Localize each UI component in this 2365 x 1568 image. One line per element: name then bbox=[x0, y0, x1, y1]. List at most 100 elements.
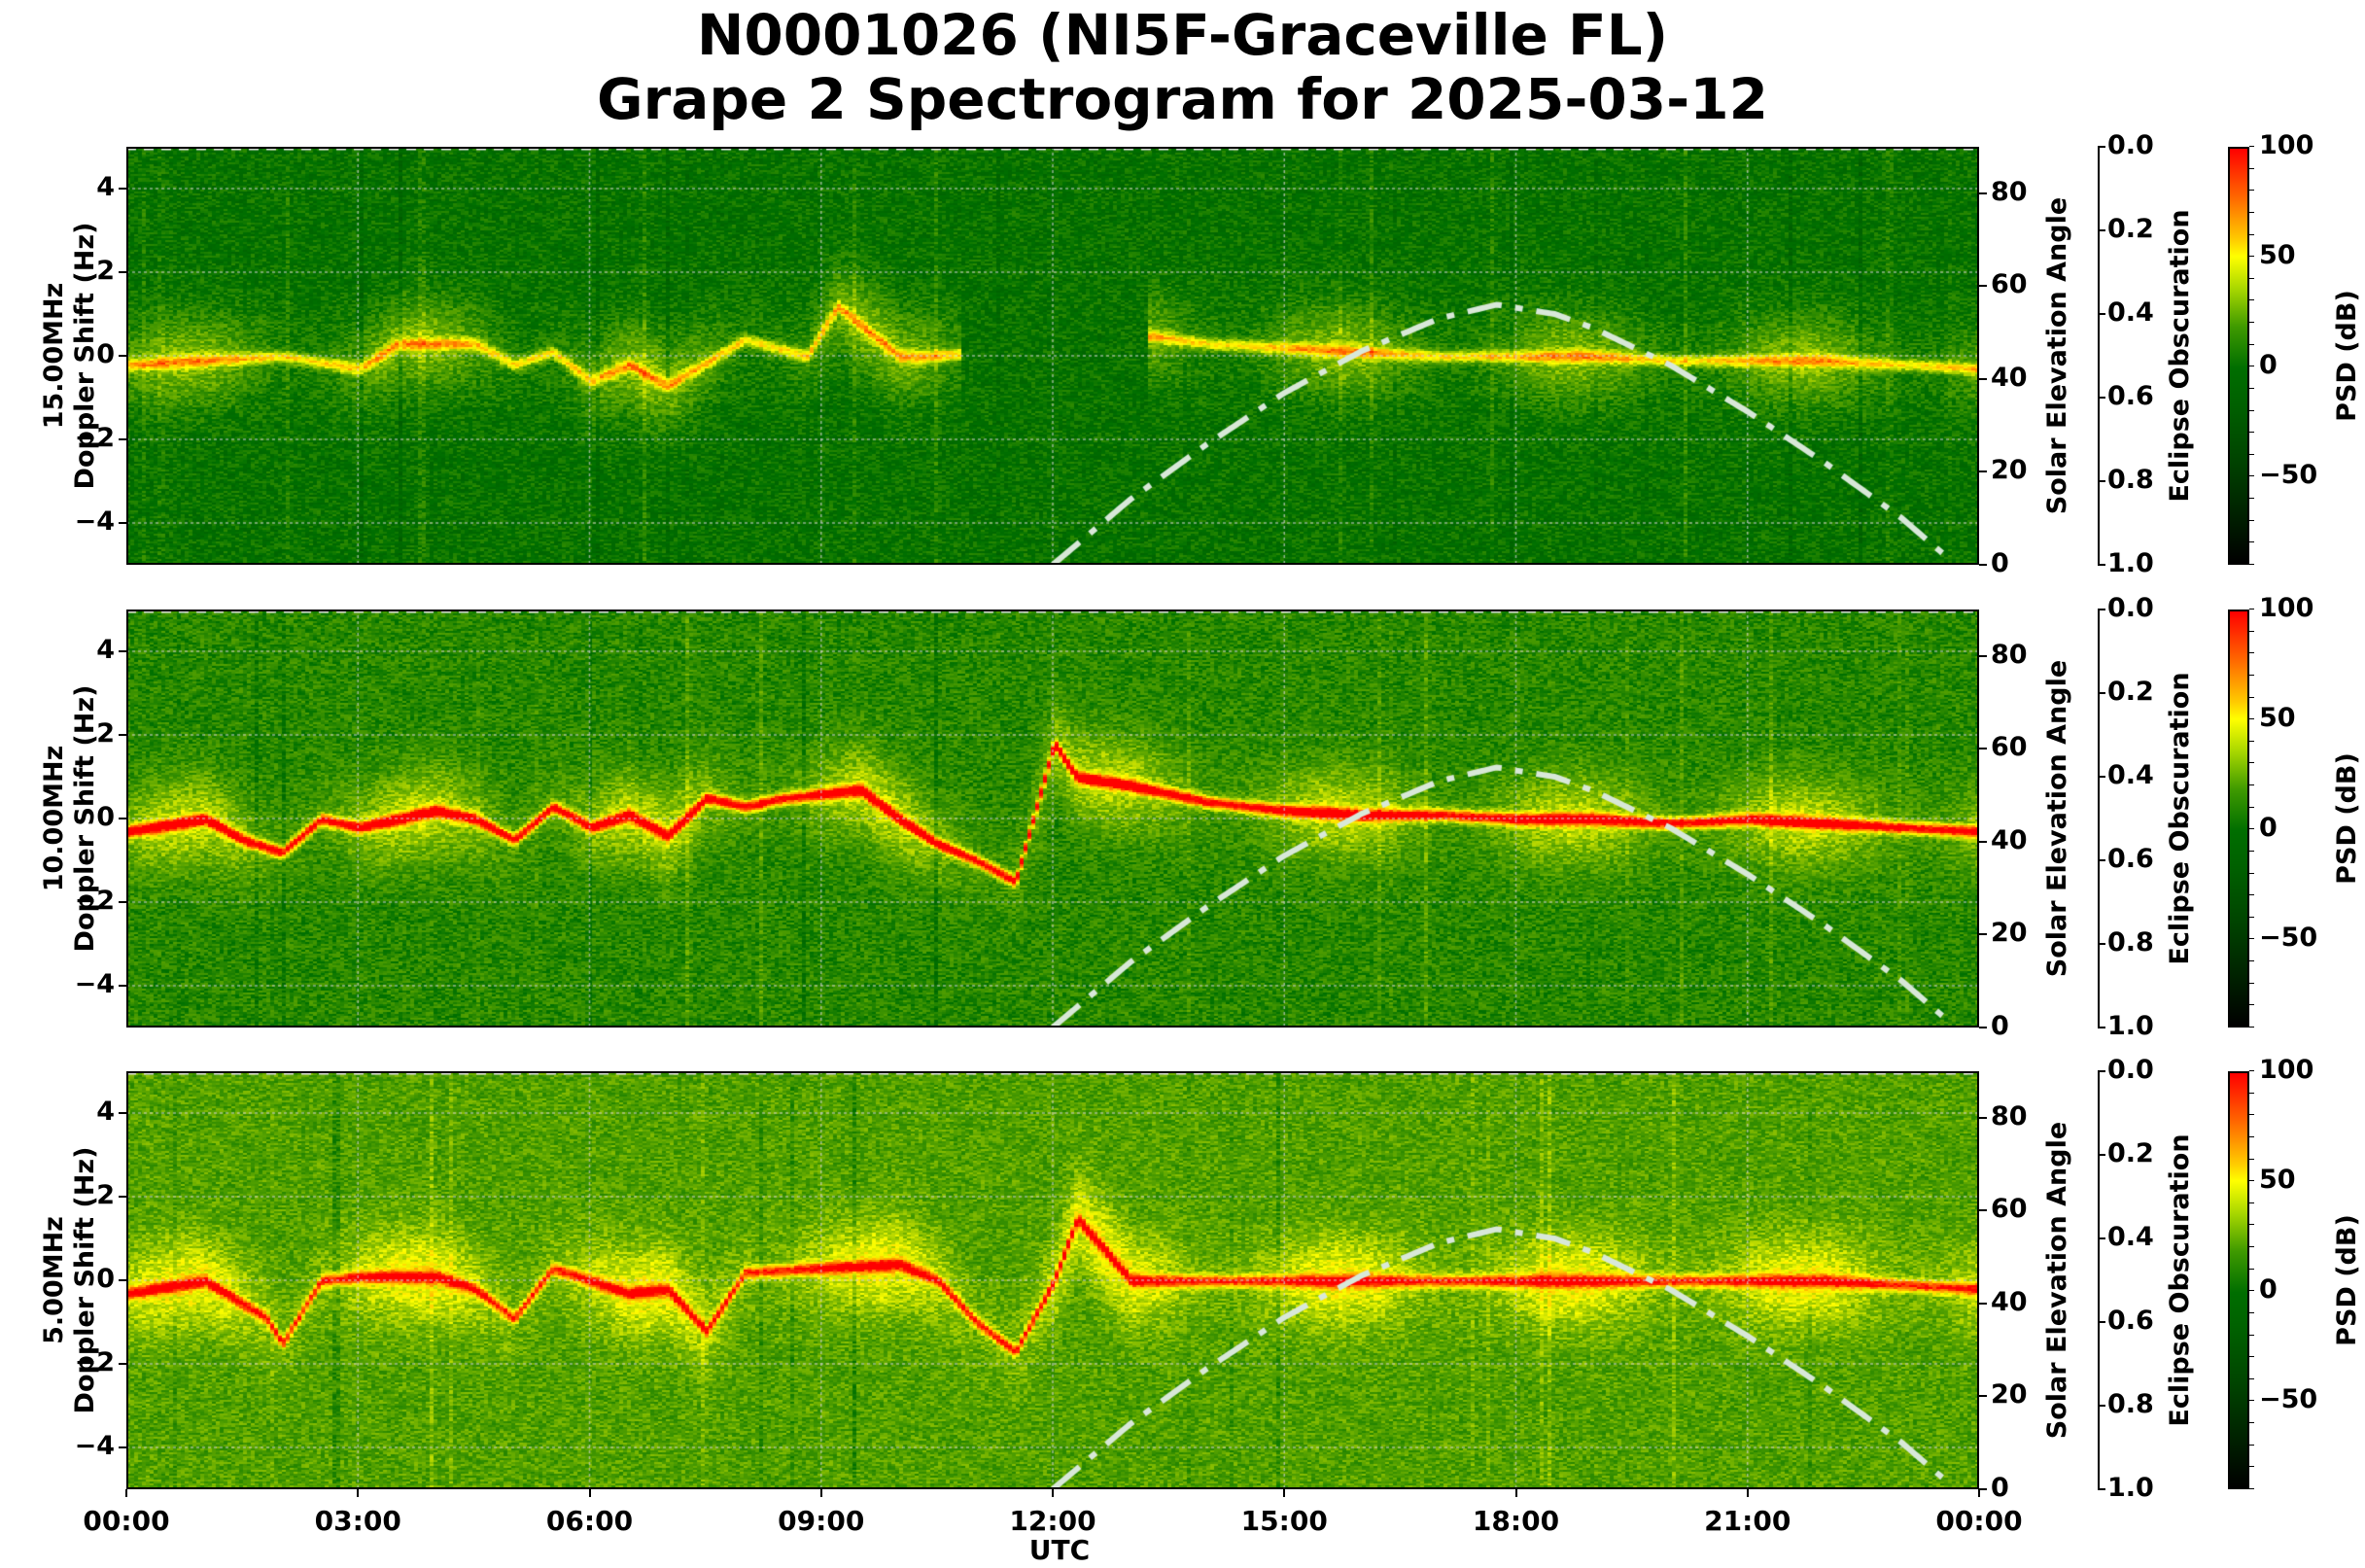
colorbar-minor-tick bbox=[2249, 387, 2254, 389]
tick-mark bbox=[1979, 192, 1987, 194]
y-axis-label-doppler: 10.00MHz Doppler Shift (Hz) bbox=[39, 653, 101, 984]
colorbar-minor-tick bbox=[2249, 190, 2254, 192]
y-tick-eclipse-obscuration: 0.6 bbox=[2107, 844, 2154, 874]
y-tick-eclipse-obscuration: 0.0 bbox=[2107, 593, 2154, 623]
tick-mark bbox=[1979, 1488, 1987, 1490]
tick-mark bbox=[2098, 480, 2105, 482]
colorbar-minor-tick bbox=[2249, 453, 2254, 455]
tick-mark bbox=[2098, 1070, 2105, 1072]
colorbar-minor-tick bbox=[2249, 1290, 2254, 1292]
y-tick-solar-elevation: 80 bbox=[1991, 176, 2028, 207]
colorbar-minor-tick bbox=[2249, 498, 2254, 500]
colorbar-minor-tick bbox=[2249, 1377, 2254, 1379]
x-tick-utc: 18:00 bbox=[1472, 1505, 1560, 1537]
tick-mark bbox=[1979, 933, 1987, 936]
tick-mark bbox=[119, 818, 126, 819]
colorbar-minor-tick bbox=[2249, 1356, 2254, 1358]
tick-mark bbox=[2098, 564, 2105, 566]
y-tick-solar-elevation: 0 bbox=[1991, 1473, 2009, 1503]
colorbar-minor-tick bbox=[2249, 1202, 2254, 1203]
colorbar-minor-tick bbox=[2249, 872, 2254, 874]
colorbar-minor-tick bbox=[2249, 1070, 2254, 1071]
tick-mark bbox=[1979, 1116, 1987, 1119]
y-tick-eclipse-obscuration: 0.8 bbox=[2107, 1389, 2154, 1419]
colorbar-minor-tick bbox=[2249, 960, 2254, 962]
colorbar-minor-tick bbox=[2249, 1180, 2254, 1182]
y-tick-eclipse-obscuration: 0.8 bbox=[2107, 465, 2154, 495]
x-tick-utc: 06:00 bbox=[545, 1505, 634, 1537]
y-tick-solar-elevation: 40 bbox=[1991, 824, 2028, 855]
x-tick-utc: 00:00 bbox=[83, 1505, 170, 1537]
y-tick-doppler: −4 bbox=[74, 1431, 115, 1461]
y-tick-eclipse-obscuration: 1.0 bbox=[2107, 1473, 2154, 1503]
colorbar-minor-tick bbox=[2249, 146, 2254, 147]
tick-mark bbox=[119, 650, 126, 652]
y-tick-doppler: 4 bbox=[96, 172, 115, 202]
eclipse-axis-line bbox=[2098, 610, 2100, 1028]
x-axis-label: UTC bbox=[1028, 1534, 1091, 1566]
y-tick-solar-elevation: 20 bbox=[1991, 1379, 2028, 1411]
y-axis-label-eclipse-obscuration: Eclipse Obscuration bbox=[2165, 1133, 2195, 1427]
y-axis-label-solar-elevation: Solar Elevation Angle bbox=[2042, 196, 2072, 515]
colorbar-minor-tick bbox=[2249, 850, 2254, 852]
colorbar-label: PSD (dB) bbox=[2332, 1214, 2362, 1346]
tick-mark bbox=[119, 734, 126, 736]
tick-mark bbox=[2098, 1027, 2105, 1028]
y-tick-eclipse-obscuration: 1.0 bbox=[2107, 548, 2154, 578]
tick-mark bbox=[119, 1446, 126, 1448]
colorbar-minor-tick bbox=[2249, 409, 2254, 411]
y-tick-eclipse-obscuration: 0.6 bbox=[2107, 381, 2154, 411]
colorbar-psd bbox=[2228, 1071, 2249, 1489]
tick-mark bbox=[1979, 285, 1987, 288]
colorbar-minor-tick bbox=[2249, 541, 2254, 543]
colorbar-minor-tick bbox=[2249, 916, 2254, 918]
colorbar-tick: 0 bbox=[2259, 350, 2278, 381]
tick-mark bbox=[1979, 564, 1987, 566]
tick-mark bbox=[2098, 609, 2105, 610]
tick-mark bbox=[2098, 776, 2105, 778]
tick-mark bbox=[125, 1489, 127, 1497]
colorbar-tick: 50 bbox=[2259, 703, 2296, 734]
doppler-label: Doppler Shift (Hz) bbox=[70, 1146, 100, 1414]
y-tick-solar-elevation: 0 bbox=[1991, 548, 2009, 578]
colorbar-minor-tick bbox=[2249, 1004, 2254, 1006]
tick-mark bbox=[1979, 470, 1987, 473]
y-tick-eclipse-obscuration: 1.0 bbox=[2107, 1011, 2154, 1041]
colorbar-minor-tick bbox=[2249, 564, 2254, 565]
colorbar-tick: 0 bbox=[2259, 813, 2278, 844]
y-tick-solar-elevation: 20 bbox=[1991, 455, 2028, 486]
plot-frame bbox=[126, 147, 1979, 565]
colorbar-minor-tick bbox=[2249, 609, 2254, 610]
y-tick-doppler: −2 bbox=[74, 1347, 115, 1377]
colorbar-minor-tick bbox=[2249, 1224, 2254, 1226]
colorbar-tick: −50 bbox=[2259, 923, 2318, 954]
colorbar-minor-tick bbox=[2249, 1334, 2254, 1336]
y-tick-solar-elevation: 60 bbox=[1991, 1194, 2028, 1225]
tick-mark bbox=[2098, 1488, 2105, 1490]
tick-mark bbox=[119, 1112, 126, 1114]
colorbar-minor-tick bbox=[2249, 322, 2254, 324]
y-tick-solar-elevation: 40 bbox=[1991, 1286, 2028, 1317]
tick-mark bbox=[1979, 840, 1987, 843]
colorbar-label: PSD (dB) bbox=[2332, 290, 2362, 422]
chart-title-line2: Grape 2 Spectrogram for 2025-03-12 bbox=[597, 66, 1768, 132]
colorbar-minor-tick bbox=[2249, 806, 2254, 808]
y-tick-solar-elevation: 60 bbox=[1991, 732, 2028, 763]
tick-mark bbox=[2098, 1154, 2105, 1156]
y-tick-eclipse-obscuration: 0.0 bbox=[2107, 130, 2154, 160]
tick-mark bbox=[2098, 1405, 2105, 1407]
tick-mark bbox=[119, 901, 126, 903]
y-tick-doppler: 4 bbox=[96, 1097, 115, 1127]
tick-mark bbox=[2098, 1237, 2105, 1239]
spectrogram-panel-15.00mhz bbox=[126, 147, 1979, 565]
colorbar-minor-tick bbox=[2249, 1400, 2254, 1402]
tick-mark bbox=[819, 1489, 822, 1497]
tick-mark bbox=[1514, 1489, 1517, 1497]
tick-mark bbox=[1979, 748, 1987, 750]
tick-mark bbox=[2098, 229, 2105, 231]
y-tick-solar-elevation: 40 bbox=[1991, 362, 2028, 393]
spectrogram-panel-10.00mhz bbox=[126, 610, 1979, 1028]
colorbar-minor-tick bbox=[2249, 475, 2254, 477]
tick-mark bbox=[119, 1279, 126, 1281]
tick-mark bbox=[2098, 1321, 2105, 1323]
